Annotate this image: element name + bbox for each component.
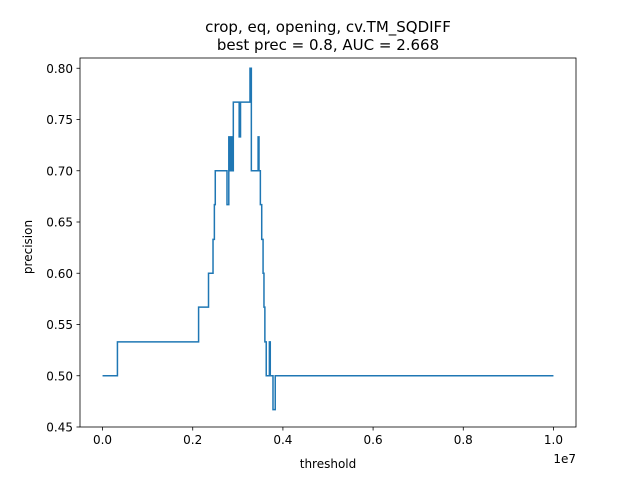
plot-area [79,57,577,428]
y-tick-label: 0.50 [46,369,73,383]
x-tick-label: 0.0 [93,433,112,447]
y-axis-ticks: 0.45 0.50 0.55 0.60 0.65 0.70 0.75 0.80 [46,62,80,435]
y-tick-label: 0.75 [46,113,73,127]
y-tick-label: 0.70 [46,164,73,178]
x-axis-label: threshold [300,457,357,471]
x-tick-label: 0.2 [183,433,202,447]
chart-title-line-2: best prec = 0.8, AUC = 2.668 [217,36,439,54]
axes-frame [79,57,577,428]
x-tick-label: 0.4 [273,433,292,447]
y-tick-label: 0.55 [46,318,73,332]
y-axis-label: precision [21,220,35,274]
chart-title-line-1: crop, eq, opening, cv.TM_SQDIFF [205,18,451,37]
x-tick-label: 0.6 [364,433,383,447]
x-axis-offset-label: 1e7 [553,452,576,466]
series-line-0 [102,67,554,411]
y-tick-label: 0.60 [46,267,73,281]
x-tick-label: 1.0 [544,433,563,447]
x-tick-label: 0.8 [454,433,473,447]
y-tick-label: 0.80 [46,62,73,76]
y-tick-label: 0.65 [46,216,73,230]
x-axis-ticks: 0.0 0.2 0.4 0.6 0.8 1.0 [93,427,563,447]
y-tick-label: 0.45 [46,421,73,435]
